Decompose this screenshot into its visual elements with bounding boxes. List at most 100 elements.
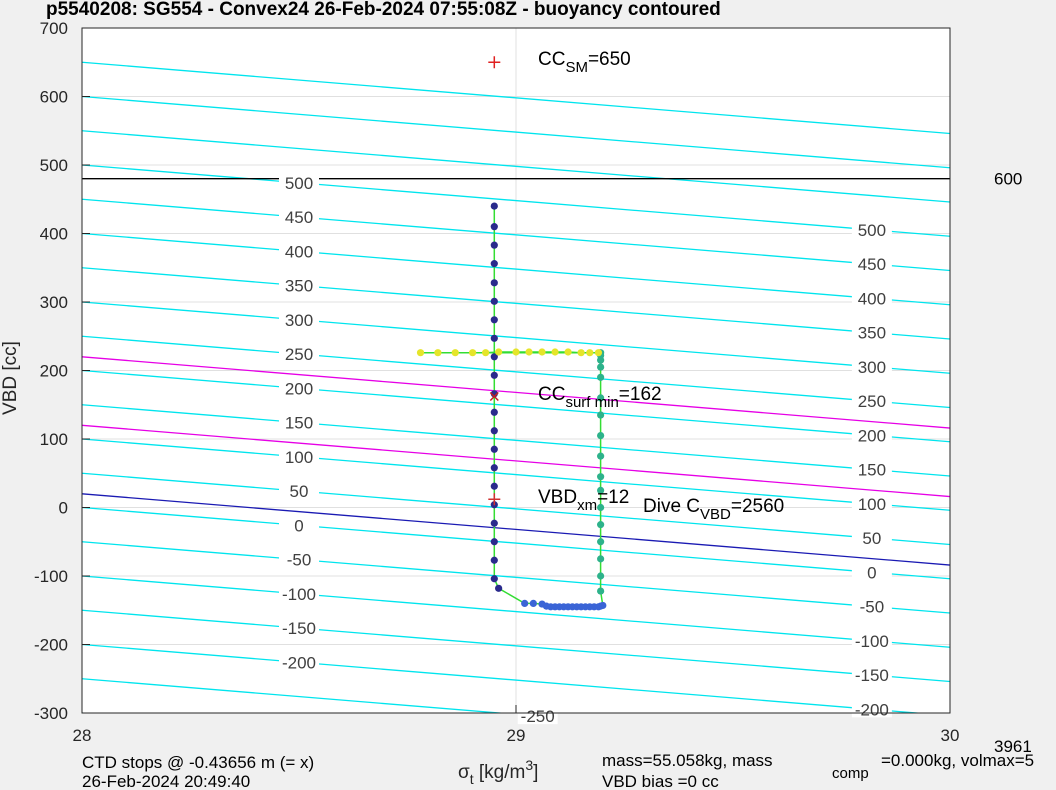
contour-label: 350 [285, 277, 313, 296]
data-point [495, 348, 503, 356]
contour-label-bg [279, 309, 319, 328]
contour-label-bg [851, 425, 892, 444]
right-number: 3961 [994, 737, 1032, 756]
contour-label: 400 [285, 242, 313, 261]
data-point [597, 486, 605, 494]
data-point [451, 349, 459, 357]
volmax-text: =0.000kg, volmax=5 [881, 751, 1034, 770]
contour-label: 50 [862, 529, 881, 548]
contour-label-bg [279, 549, 319, 568]
annotation-vbd_xm: VBDxm=12 [538, 487, 629, 514]
y-tick-label: -300 [34, 704, 68, 723]
data-point [490, 408, 498, 416]
contour-lines [82, 61, 950, 713]
contour-label: -50 [287, 551, 312, 570]
data-point [416, 349, 425, 357]
contour-label: 300 [285, 311, 313, 330]
data-point [490, 353, 498, 361]
ctd-date-line: 26-Feb-2024 20:49:40 [82, 772, 250, 790]
y-tick-label: -100 [34, 567, 68, 586]
contour-label-bg [851, 288, 892, 307]
contour-label: 300 [858, 358, 886, 377]
data-point [564, 348, 572, 356]
contour-label: 500 [285, 174, 313, 193]
contour-label-bg [851, 528, 892, 547]
data-point [594, 349, 603, 357]
contour-label: -50 [860, 598, 885, 617]
contour-label: -150 [282, 619, 316, 638]
contour-label-bg [851, 391, 892, 410]
contour-label: -100 [282, 585, 316, 604]
contour-label-bg [279, 618, 319, 637]
x-axis-label-units: [kg/m [474, 762, 526, 783]
contour-label: 50 [290, 482, 309, 501]
contour-label-bg [279, 172, 319, 191]
contour-label: -250 [521, 707, 555, 726]
data-point [490, 556, 498, 564]
contour-line-blue [82, 493, 950, 566]
data-point [597, 394, 605, 402]
contour-line-magenta [82, 424, 950, 498]
contour-label: 500 [858, 221, 886, 240]
data-series [416, 202, 607, 611]
contour-label: 200 [285, 379, 313, 398]
contour-label: -200 [282, 653, 316, 672]
data-point [490, 427, 498, 435]
data-point [495, 584, 503, 592]
contour-label-bg [851, 493, 892, 512]
data-point [490, 519, 498, 527]
contour-label-bg [279, 446, 319, 465]
data-point [577, 349, 585, 357]
x-tick-label: 29 [507, 726, 526, 745]
contour-label: -200 [855, 700, 889, 719]
contour-label: 150 [858, 461, 886, 480]
data-point [599, 601, 607, 610]
data-point [490, 241, 498, 249]
chart-title: p5540208: SG554 - Convex24 26-Feb-2024 0… [46, 0, 721, 20]
contour-label: 250 [285, 345, 313, 364]
data-point [597, 572, 605, 580]
contour-line-cyan [82, 61, 950, 135]
contour-label-bg [279, 515, 319, 534]
data-point [490, 334, 498, 342]
data-point [597, 587, 605, 595]
data-point [597, 363, 605, 371]
contour-label-bg [851, 356, 892, 375]
data-point [490, 297, 498, 305]
x-axis-label-close: ] [533, 762, 538, 783]
contour-label: 0 [294, 516, 303, 535]
data-point [597, 503, 605, 512]
y-tick-label: 0 [59, 499, 68, 518]
contour-label-bg [279, 344, 319, 363]
data-point [597, 555, 605, 563]
y-tick-label: 400 [40, 225, 68, 244]
annotation-dive_c_vbd: Dive CVBD=2560 [643, 496, 784, 523]
contour-line-cyan [82, 335, 950, 409]
data-point [490, 316, 498, 324]
contour-label-bg [279, 241, 319, 260]
data-point [490, 464, 498, 472]
data-point [551, 348, 559, 356]
contour-label-bg [279, 481, 319, 500]
data-point [597, 473, 605, 481]
contour-label: 100 [858, 495, 886, 514]
contour-line-cyan [82, 232, 950, 306]
contour-line-cyan [82, 506, 950, 580]
contour-label: 450 [285, 208, 313, 227]
contour-line-cyan [82, 164, 950, 237]
contour-label: 450 [858, 255, 886, 274]
data-point [490, 445, 498, 453]
contour-line-cyan [82, 678, 508, 713]
y-tick-label: 600 [40, 88, 68, 107]
contour-label: 350 [858, 324, 886, 343]
contour-label-bg [851, 459, 892, 478]
contour-line-magenta [82, 356, 950, 429]
contour-line-cyan [82, 198, 950, 272]
x-axis-label-sub: t [470, 771, 474, 787]
data-point [597, 538, 605, 546]
data-point [490, 482, 498, 490]
data-point [490, 538, 498, 546]
contour-line-cyan [82, 575, 950, 648]
data-point [490, 575, 498, 583]
